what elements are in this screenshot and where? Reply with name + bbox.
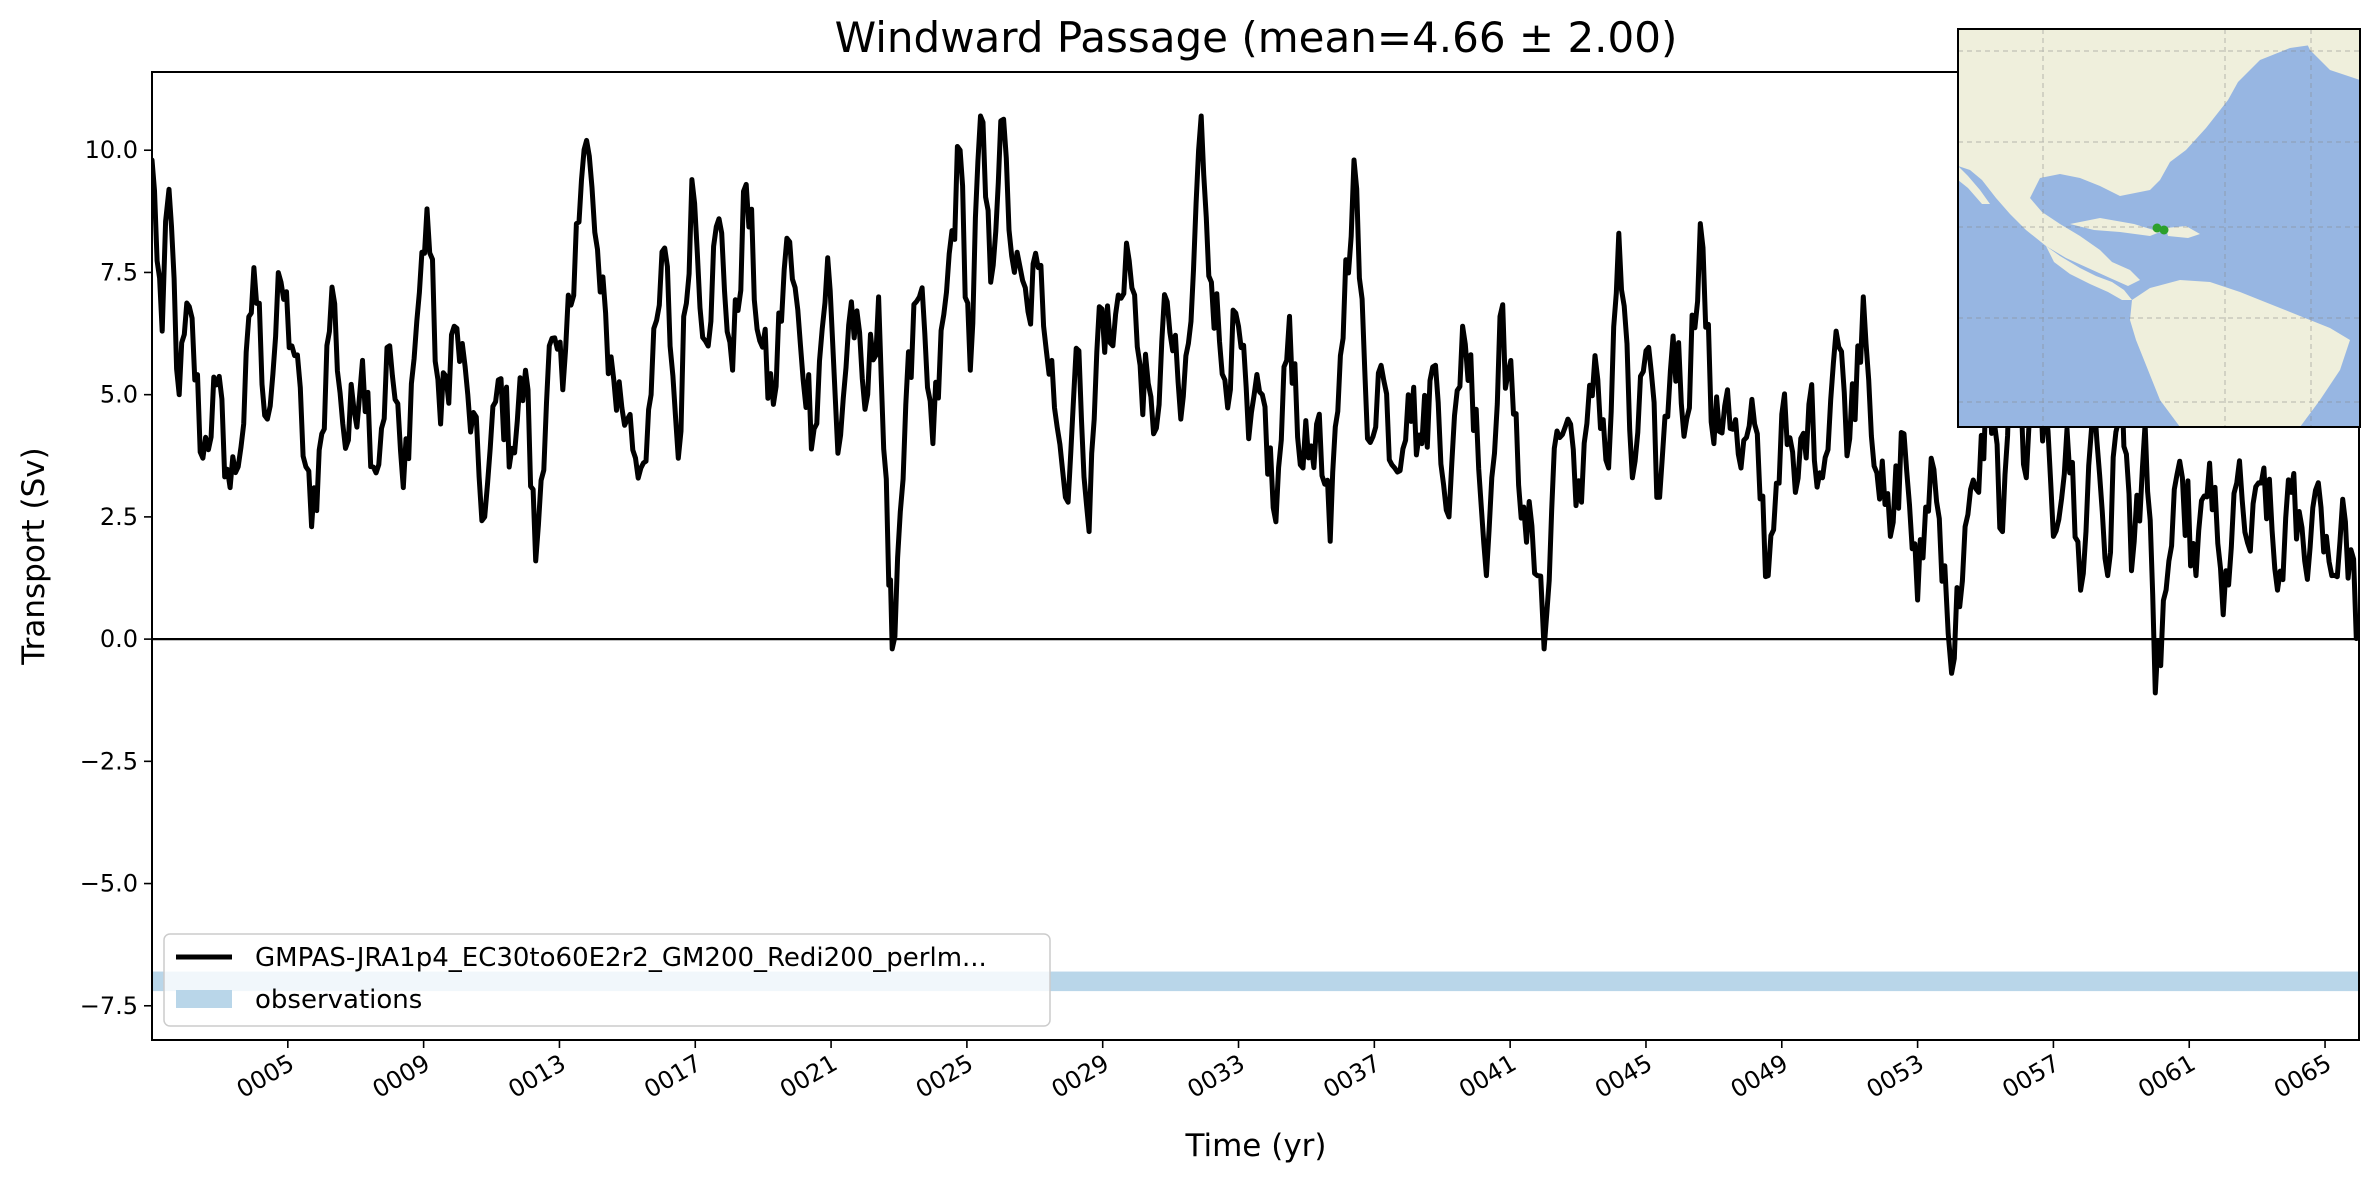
map-central-america-land [2046, 246, 2132, 300]
legend-observations-label: observations [255, 985, 422, 1015]
map-gridlines [1958, 29, 2360, 427]
y-tick-label: 2.5 [100, 503, 138, 531]
windward-passage-location-map [1957, 28, 2361, 428]
y-tick-label: 10.0 [85, 136, 138, 164]
map-hispaniola-land [2166, 226, 2200, 238]
map-greenland-land [2300, 29, 2360, 80]
y-tick-label: 0.0 [100, 625, 138, 653]
y-tick-label: 7.5 [100, 258, 138, 286]
legend: GMPAS-JRA1p4_EC30to60E2r2_GM200_Redi200_… [163, 933, 1051, 1027]
y-tick-label: −7.5 [80, 992, 138, 1020]
legend-series-label: GMPAS-JRA1p4_EC30to60E2r2_GM200_Redi200_… [255, 943, 987, 973]
map-north-america-land [1958, 29, 2360, 286]
y-tick-label: −2.5 [80, 747, 138, 775]
y-tick-label: −5.0 [80, 870, 138, 898]
legend-box [163, 933, 1051, 1027]
legend-observations-swatch [176, 990, 232, 1008]
chart-title: Windward Passage (mean=4.66 ± 2.00) [835, 13, 1678, 62]
plot-frame [151, 71, 2360, 1041]
y-axis-label: Transport (Sv) [16, 447, 52, 666]
map-baja-land [1958, 166, 1990, 204]
map-frame [1957, 28, 2361, 428]
map-transect-start-marker [2152, 223, 2162, 233]
map-transect-end-marker [2159, 225, 2169, 235]
map-south-america-land [2130, 280, 2350, 427]
x-axis-label: Time (yr) [1185, 1128, 1327, 1164]
y-axis: −7.5 −5.0 −2.5 0.0 2.5 5.0 7.5 10.0 [80, 136, 152, 1020]
y-tick-label: 5.0 [100, 381, 138, 409]
